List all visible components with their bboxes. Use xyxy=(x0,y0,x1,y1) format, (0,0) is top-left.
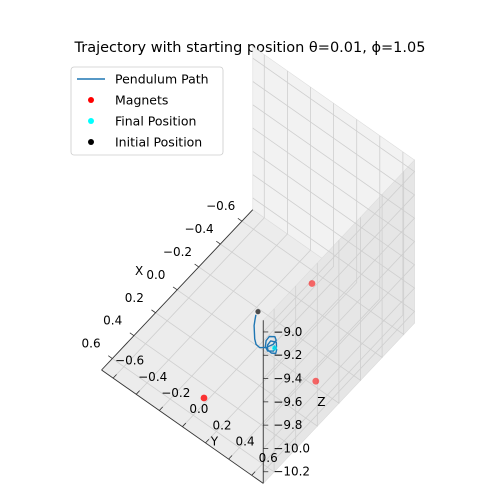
tick-labels: −0.6−0.4−0.20.00.20.40.6−0.6−0.4−0.20.00… xyxy=(82,199,311,479)
y-gridline xyxy=(112,54,265,379)
x-axis-label: X xyxy=(135,264,143,278)
final-position-point xyxy=(271,345,277,351)
x-tick-label: 0.0 xyxy=(146,268,165,282)
x-tick-mark xyxy=(151,309,156,314)
y-gridline xyxy=(251,151,404,476)
y-tick-mark xyxy=(182,422,187,427)
y-gridline xyxy=(228,135,381,460)
y-gridline xyxy=(159,87,311,411)
magnets-point xyxy=(308,280,316,287)
x-tick-mark xyxy=(129,332,135,336)
y-gridline xyxy=(135,70,288,395)
magnets-point xyxy=(200,394,208,402)
z-tick-label: −9.0 xyxy=(273,325,302,339)
x-gridline xyxy=(176,240,340,404)
z-tick-label: −9.6 xyxy=(273,395,302,409)
y-tick-label: −0.6 xyxy=(115,354,144,368)
y-tick-mark xyxy=(135,390,140,395)
x-tick-mark xyxy=(237,217,243,222)
x-tick-label: −0.4 xyxy=(185,222,214,236)
z-gridline xyxy=(252,127,416,403)
x-gridline xyxy=(155,263,318,427)
initial-position-point xyxy=(255,309,261,315)
x-gridline xyxy=(112,308,275,473)
x-tick-label: 0.6 xyxy=(82,337,101,351)
y-tick-label: 0.4 xyxy=(236,435,255,449)
y-gridline xyxy=(205,119,358,444)
axis-lines xyxy=(101,209,269,484)
x-tick-mark xyxy=(108,355,113,359)
y-tick-label: −0.4 xyxy=(138,370,167,384)
legend-marker-swatch xyxy=(88,97,94,103)
y-axis-label: Y xyxy=(210,435,219,449)
z-tick-label: −10.0 xyxy=(273,441,310,455)
z-tick-label: −9.2 xyxy=(273,348,302,362)
y-tick-mark xyxy=(159,406,164,411)
z-tick-label: −9.4 xyxy=(273,372,302,386)
x-tick-mark xyxy=(172,286,178,291)
legend-entry-label: Initial Position xyxy=(115,135,202,150)
y-tick-label: −0.2 xyxy=(161,386,190,400)
x-tick-label: 0.2 xyxy=(125,291,144,305)
plot-area xyxy=(200,280,320,402)
z-gridline xyxy=(252,197,416,472)
pendulum-path-line xyxy=(253,314,278,355)
x-tick-label: 0.4 xyxy=(103,314,122,328)
legend: Pendulum Path Magnets Final Position Initia… xyxy=(70,66,224,156)
y-tick-label: 0.0 xyxy=(189,402,208,416)
x-gridline xyxy=(220,194,383,359)
legend-marker-swatch xyxy=(88,118,94,124)
x-gridline xyxy=(241,171,405,336)
z-tick-label: −9.8 xyxy=(273,418,302,432)
z-tick-label: −10.2 xyxy=(273,465,310,479)
x-tick-label: −0.6 xyxy=(206,199,235,213)
x-tick-label: −0.2 xyxy=(163,245,192,259)
z-gridline xyxy=(252,174,416,449)
x-tick-mark xyxy=(194,263,199,268)
x-gridline xyxy=(198,217,361,382)
legend-marker-swatch xyxy=(88,139,94,145)
y-tick-mark xyxy=(205,438,210,444)
y-tick-mark xyxy=(112,374,117,379)
y-tick-label: 0.6 xyxy=(259,451,278,465)
z-gridline xyxy=(252,104,416,379)
y-tick-label: 0.2 xyxy=(212,418,231,432)
z-axis-label: Z xyxy=(317,395,325,409)
z-gridline xyxy=(252,151,416,426)
grid-lines xyxy=(112,54,416,476)
x-tick-mark xyxy=(216,240,221,245)
z-gridline xyxy=(252,57,416,333)
y-tick-mark xyxy=(228,455,233,460)
y-gridline xyxy=(182,103,335,427)
chart-title: Trajectory with starting position θ=0.01… xyxy=(74,40,426,56)
magnets-point xyxy=(312,377,320,385)
legend-frame xyxy=(70,66,224,156)
z-gridline xyxy=(252,81,416,356)
legend-entry-label: Magnets xyxy=(115,93,168,108)
legend-entry-label: Pendulum Path xyxy=(115,72,209,87)
y-tick-mark xyxy=(251,471,256,476)
legend-entry-label: Final Position xyxy=(115,114,196,129)
x-gridline xyxy=(133,285,297,450)
